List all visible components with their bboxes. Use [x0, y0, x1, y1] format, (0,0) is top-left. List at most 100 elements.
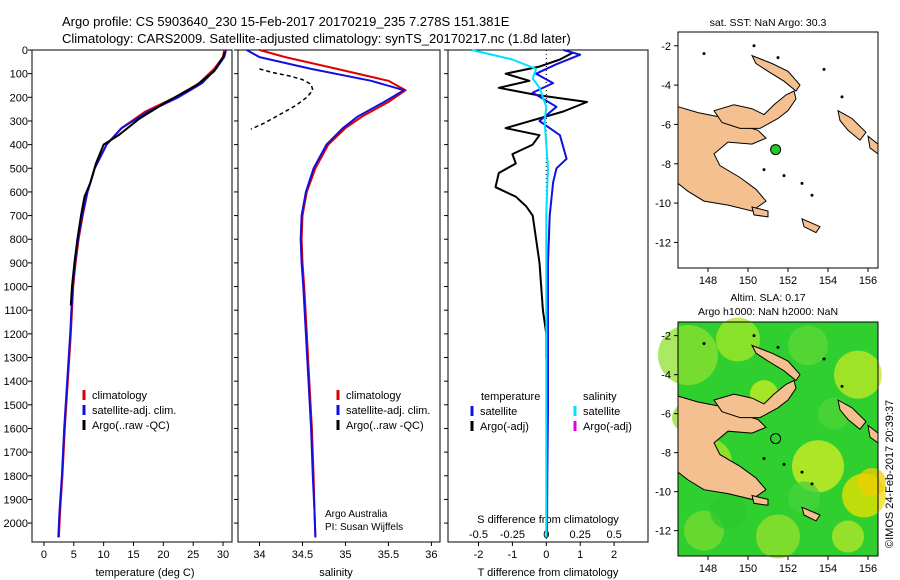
- island: [776, 345, 780, 349]
- map-y-tick-label: -12: [655, 237, 671, 249]
- legend-label: satellite: [583, 406, 620, 418]
- owner-annotation: Argo Australia: [325, 509, 388, 520]
- map-x-tick-label: 154: [819, 275, 837, 287]
- map-frame: [677, 31, 879, 269]
- island: [782, 174, 786, 178]
- sla-field-cell: [832, 520, 864, 553]
- map-y-tick-label: -4: [661, 370, 671, 382]
- map-x-tick-label: 154: [819, 563, 837, 575]
- x-tick-label: 15: [127, 549, 139, 561]
- island: [782, 462, 786, 466]
- legend-label: satellite: [480, 406, 517, 418]
- pi-annotation: PI: Susan Wijffels: [325, 522, 403, 533]
- sla-field-cell: [788, 481, 820, 514]
- x-tick-label: 0: [41, 549, 47, 561]
- sla-map-title2: Argo h1000: NaN h2000: NaN: [698, 306, 838, 318]
- sla-map-title1: Altim. SLA: 0.17: [730, 292, 805, 304]
- x-tick-label: 34: [253, 549, 265, 561]
- x-tick-label: 35.5: [378, 549, 399, 561]
- coastline-land: [867, 135, 879, 155]
- x-tick-label: -2: [474, 549, 484, 561]
- legend-label: Argo(-adj): [480, 421, 529, 433]
- legend-label: climatology: [346, 390, 402, 402]
- header-line2: Climatology: CARS2009. Satellite-adjuste…: [62, 31, 571, 46]
- satellite-temperature-line: [531, 49, 582, 538]
- map-y-tick-label: -10: [655, 198, 671, 210]
- argo-line: [250, 68, 314, 130]
- y-tick-label: 1400: [4, 376, 28, 388]
- argo-float-marker: [770, 144, 782, 156]
- s-tick-label: 0.5: [606, 529, 621, 541]
- satellite-line: [57, 49, 227, 538]
- y-tick-label: 1500: [4, 400, 28, 412]
- climatology-line: [57, 49, 226, 538]
- y-tick-label: 300: [10, 116, 28, 128]
- y-tick-label: 800: [10, 234, 28, 246]
- coastline-land: [713, 379, 797, 419]
- legend-label: Argo(..raw -QC): [92, 420, 170, 432]
- plot-frame: [447, 49, 649, 543]
- argo-float-marker: [770, 433, 782, 445]
- plot-frame: [237, 49, 441, 543]
- y-tick-label: 200: [10, 92, 28, 104]
- y-tick-label: 1600: [4, 423, 28, 435]
- y-tick-label: 600: [10, 187, 28, 199]
- coastline-land: [837, 109, 867, 141]
- map-y-tick-label: -2: [661, 331, 671, 343]
- map-y-tick-label: -10: [655, 487, 671, 499]
- island: [752, 44, 756, 48]
- y-tick-label: 900: [10, 258, 28, 270]
- plot-frame: [31, 49, 233, 543]
- island: [840, 95, 844, 99]
- sst-map-title: sat. SST: NaN Argo: 30.3: [710, 17, 827, 29]
- x-tick-label: -1: [508, 549, 518, 561]
- y-tick-label: 1300: [4, 353, 28, 365]
- legend-label: climatology: [92, 390, 148, 402]
- island: [810, 482, 814, 486]
- x-tick-label: 2: [611, 549, 617, 561]
- x-tick-label: 34.5: [292, 549, 313, 561]
- x-tick-label: 1: [577, 549, 583, 561]
- map-y-tick-label: -8: [661, 448, 671, 460]
- x-tick-label: 35: [339, 549, 351, 561]
- island: [776, 56, 780, 60]
- island: [822, 67, 826, 71]
- legend-label: satellite-adj. clim.: [346, 405, 430, 417]
- legend-label: satellite-adj. clim.: [92, 405, 176, 417]
- coastline-land: [750, 54, 801, 92]
- map-x-tick-label: 150: [739, 563, 757, 575]
- header-line1: Argo profile: CS 5903640_230 15-Feb-2017…: [62, 14, 510, 29]
- argo-line: [69, 52, 226, 306]
- temperature-xlabel: temperature (deg C): [95, 567, 194, 579]
- argo-temperature-line: [494, 51, 588, 358]
- legend-s-title: salinity: [583, 391, 617, 403]
- coastline-land: [801, 217, 821, 234]
- temperature-panel: temperature (deg C) 0 5 10 15 20 25 3001002003…: [4, 45, 233, 579]
- x-tick-label: 20: [157, 549, 169, 561]
- island: [810, 193, 814, 197]
- coastline-land: [751, 494, 769, 506]
- coastline-land: [751, 206, 769, 218]
- x-tick-label: 36: [425, 549, 437, 561]
- map-x-tick-label: 156: [859, 563, 877, 575]
- sla-field-cell: [788, 325, 828, 366]
- y-tick-label: 2000: [4, 518, 28, 530]
- salinity-xlabel: salinity: [319, 567, 353, 579]
- y-tick-label: 400: [10, 140, 28, 152]
- coastline-land: [750, 344, 801, 382]
- satellite-salinity-line: [471, 49, 549, 538]
- map-y-tick-label: -12: [655, 526, 671, 538]
- coastline-land: [713, 90, 797, 129]
- y-tick-label: 0: [22, 45, 28, 57]
- y-tick-label: 1900: [4, 494, 28, 506]
- island: [822, 357, 826, 361]
- s-tick-label: 0.25: [569, 529, 590, 541]
- map-y-tick-label: -8: [661, 159, 671, 171]
- map-y-tick-label: -2: [661, 41, 671, 53]
- map-x-tick-label: 150: [739, 275, 757, 287]
- map-y-tick-label: -6: [661, 119, 671, 131]
- coastline-land: [837, 399, 867, 431]
- sla-field-cell: [716, 317, 760, 362]
- y-tick-label: 100: [10, 69, 28, 81]
